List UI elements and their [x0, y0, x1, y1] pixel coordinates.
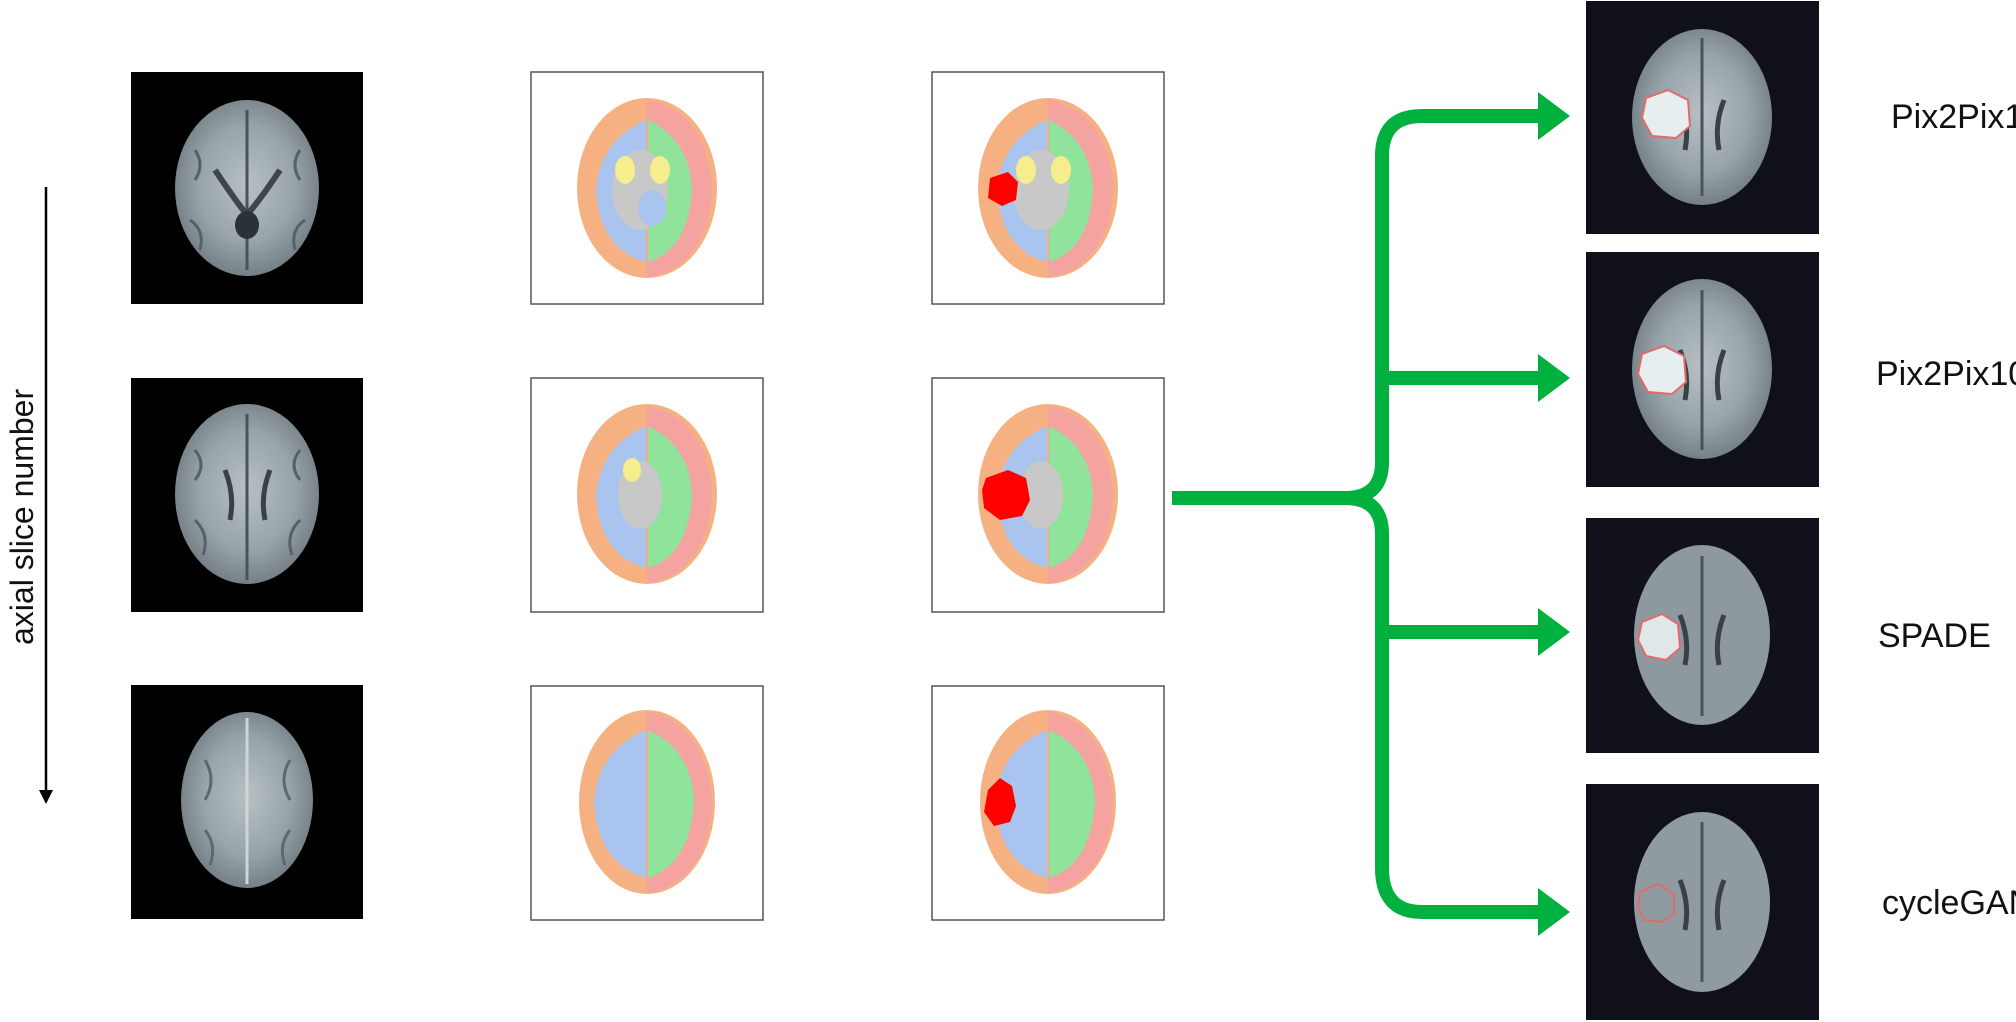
mri-slice-1	[131, 72, 363, 304]
arrow-head-4	[1538, 888, 1570, 936]
tumor-region-3	[984, 778, 1016, 826]
segmentation-map-1	[530, 71, 764, 305]
tumor-map-3	[931, 685, 1165, 921]
method-label-pix2pix100: Pix2Pix100	[1876, 355, 2016, 393]
axis-label: axial slice number	[4, 388, 40, 645]
mri-slice-3	[131, 685, 363, 919]
branch-upper-curve	[1344, 109, 1540, 505]
tumor-map-1	[931, 71, 1165, 305]
tumor-map-2	[931, 377, 1165, 613]
segmentation-map-2	[530, 377, 764, 613]
tumor-region-1	[988, 172, 1018, 206]
tumor-region-2	[982, 470, 1030, 520]
arrow-head-3	[1538, 608, 1570, 656]
branch-arrows	[1172, 109, 1540, 919]
arrow-heads	[1538, 92, 1570, 936]
synth-output-cyclegan	[1586, 784, 1819, 1020]
segmentation-map-3	[530, 685, 764, 921]
method-label-pix2pix10: Pix2Pix10	[1891, 98, 2016, 136]
arrow-head-1	[1538, 92, 1570, 140]
synth-output-pix2pix10	[1586, 1, 1819, 234]
arrow-head-2	[1538, 354, 1570, 402]
axis-arrow-head	[39, 790, 53, 804]
method-label-spade: SPADE	[1878, 617, 1991, 655]
synth-output-pix2pix100	[1586, 252, 1819, 487]
method-label-cyclegan: cycleGAN	[1882, 884, 2016, 922]
mri-slice-2	[131, 378, 363, 612]
synth-output-spade	[1586, 518, 1819, 753]
branch-lower-curve	[1344, 491, 1540, 919]
